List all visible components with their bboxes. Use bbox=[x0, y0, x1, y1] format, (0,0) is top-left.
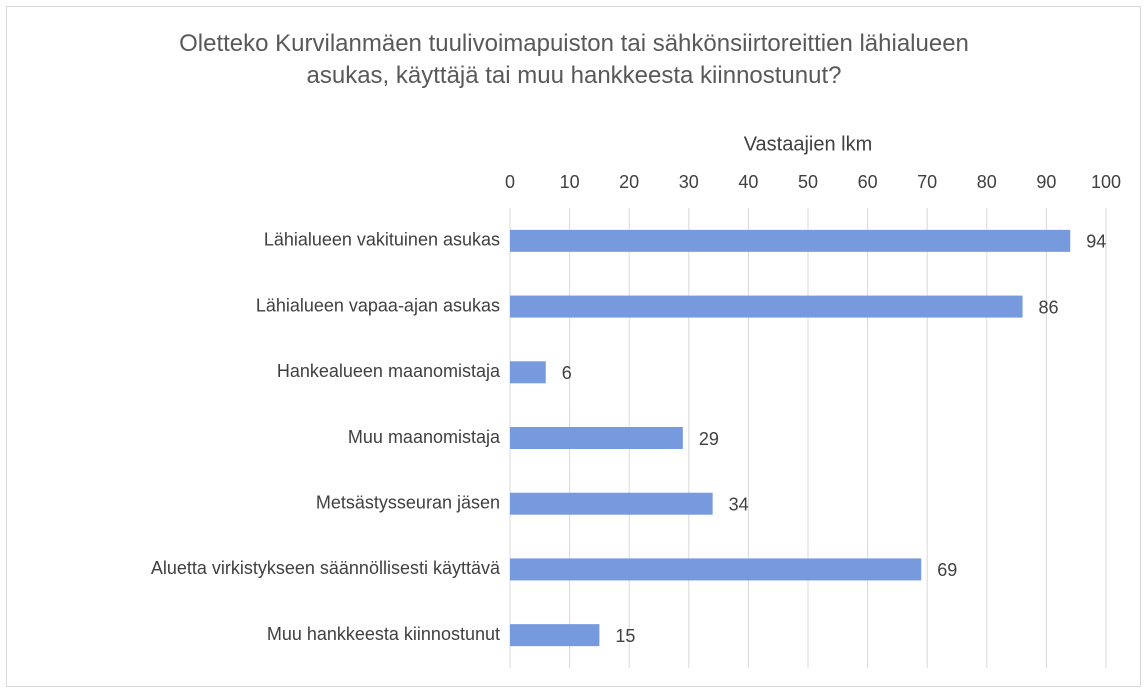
x-tick-label: 40 bbox=[738, 172, 758, 192]
bar bbox=[510, 492, 713, 515]
x-tick-label: 100 bbox=[1091, 172, 1121, 192]
value-label: 6 bbox=[562, 363, 572, 383]
y-tick-label: Aluetta virkistykseen säännöllisesti käy… bbox=[151, 558, 501, 578]
y-tick-label: Metsästysseuran jäsen bbox=[316, 492, 500, 512]
y-tick-label: Muu maanomistaja bbox=[348, 427, 501, 447]
bar bbox=[510, 558, 922, 581]
value-label: 15 bbox=[615, 626, 635, 646]
x-tick-label: 80 bbox=[977, 172, 997, 192]
bar bbox=[510, 427, 683, 449]
title-box: Oletteko Kurvilanmäen tuulivoimapuiston … bbox=[0, 28, 1148, 92]
value-label: 29 bbox=[699, 429, 719, 449]
axis-title: Vastaajien lkm bbox=[744, 133, 873, 155]
bar bbox=[510, 624, 600, 647]
y-tick-label: Lähialueen vapaa-ajan asukas bbox=[256, 295, 500, 315]
x-tick-label: 10 bbox=[560, 172, 580, 192]
x-tick-label: 20 bbox=[619, 172, 639, 192]
value-label: 94 bbox=[1086, 232, 1106, 252]
y-tick-label: Muu hankkeesta kiinnostunut bbox=[267, 624, 500, 644]
bar bbox=[510, 295, 1023, 318]
chart-title: Oletteko Kurvilanmäen tuulivoimapuiston … bbox=[179, 30, 969, 89]
x-tick-label: 90 bbox=[1036, 172, 1056, 192]
value-label: 69 bbox=[937, 560, 957, 580]
x-tick-label: 30 bbox=[679, 172, 699, 192]
x-tick-label: 60 bbox=[858, 172, 878, 192]
value-label: 86 bbox=[1039, 297, 1059, 317]
chart-border bbox=[6, 6, 1141, 687]
y-tick-label: Lähialueen vakituinen asukas bbox=[264, 230, 500, 250]
x-tick-label: 70 bbox=[917, 172, 937, 192]
y-tick-label: Hankealueen maanomistaja bbox=[277, 361, 501, 381]
bar bbox=[510, 361, 546, 384]
bar bbox=[510, 229, 1071, 252]
x-tick-label: 50 bbox=[798, 172, 818, 192]
value-label: 34 bbox=[729, 494, 749, 514]
x-tick-label: 0 bbox=[505, 172, 515, 192]
